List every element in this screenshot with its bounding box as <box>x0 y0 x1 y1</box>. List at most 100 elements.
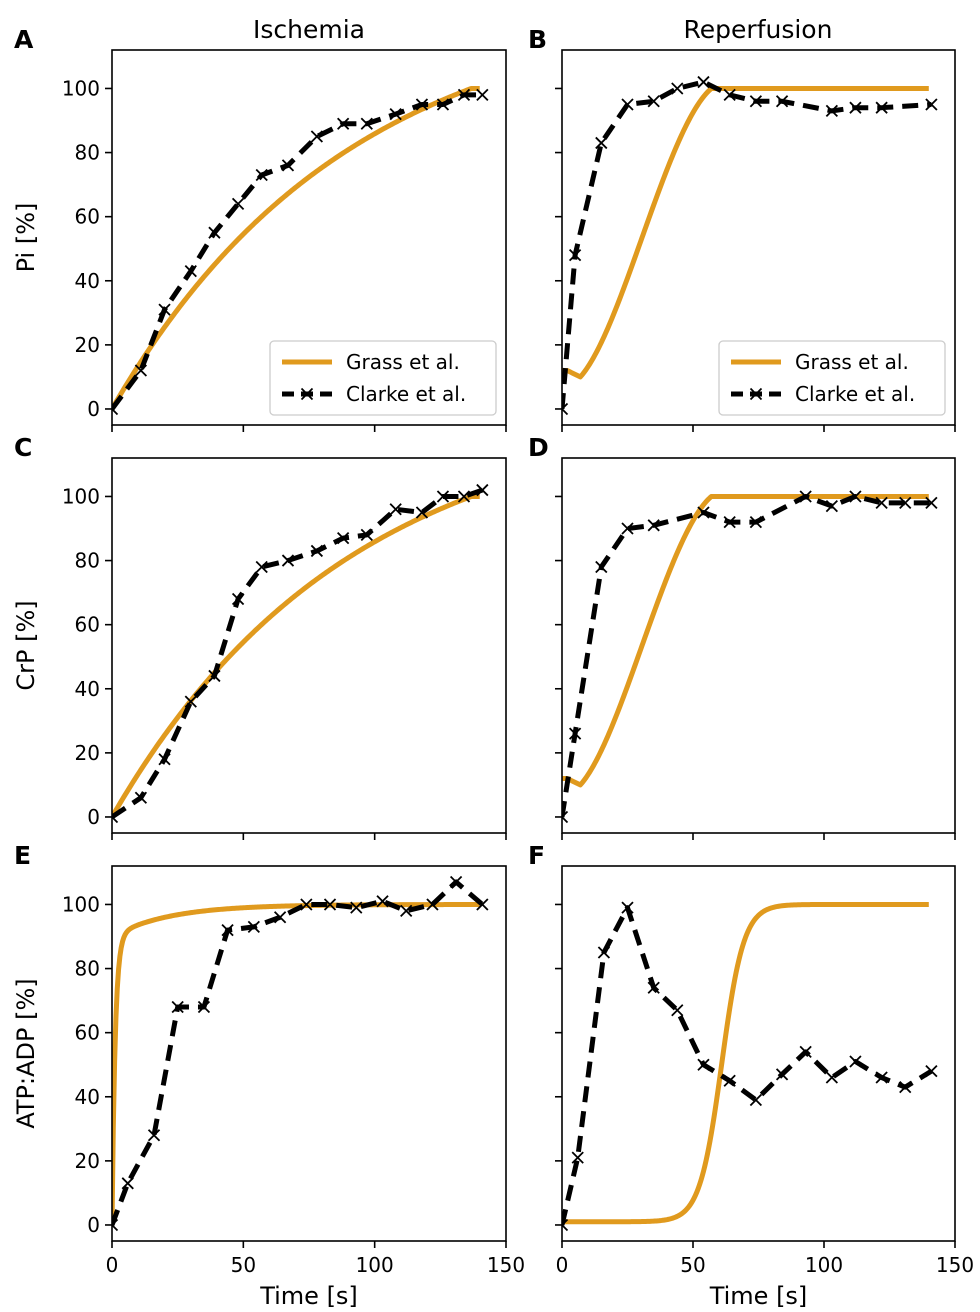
data-point-clarke <box>875 101 888 114</box>
series-line-grass <box>112 493 481 819</box>
x-tick-label: 50 <box>231 1253 256 1277</box>
series-line-clarke <box>112 92 483 411</box>
data-point-clarke <box>899 496 912 510</box>
data-point-clarke <box>621 98 634 111</box>
panel-letter-E: E <box>14 841 31 870</box>
data-point-clarke <box>723 88 736 102</box>
data-point-clarke <box>231 197 245 210</box>
data-point-clarke <box>400 904 413 918</box>
column-title-ischemia: Ischemia <box>253 15 365 44</box>
data-point-clarke <box>775 1068 789 1081</box>
data-point-clarke <box>184 695 197 708</box>
axes-frame <box>111 865 507 1242</box>
data-point-clarke <box>300 898 313 911</box>
y-tick-label: 100 <box>62 892 100 916</box>
data-point-clarke <box>247 920 260 934</box>
y-tick-label: 20 <box>75 741 100 765</box>
data-point-clarke <box>875 1071 888 1084</box>
data-point-clarke <box>697 1058 710 1071</box>
data-point-clarke <box>597 946 611 959</box>
data-point-clarke <box>849 101 862 114</box>
plot-area <box>562 490 938 824</box>
panel-A: A 0 20 40 60 80 100 Pi [%] Grass et al. Clarke et… <box>12 25 507 432</box>
data-point-clarke <box>415 506 429 519</box>
series-line-grass <box>562 493 930 788</box>
data-point-clarke <box>825 104 838 118</box>
y-tick-label: 60 <box>75 205 100 229</box>
panel-letter-A: A <box>14 25 34 54</box>
data-point-clarke <box>925 98 938 111</box>
axes-frame <box>561 865 956 1242</box>
data-point-clarke <box>281 159 295 172</box>
data-point-clarke <box>415 98 429 111</box>
data-point-clarke <box>457 88 471 102</box>
data-point-clarke <box>457 490 471 503</box>
data-point-clarke <box>749 1093 763 1107</box>
panel-letter-C: C <box>14 433 32 462</box>
data-point-clarke <box>925 496 938 510</box>
data-point-clarke <box>562 1218 569 1232</box>
data-point-clarke <box>255 168 268 182</box>
data-point-clarke <box>697 75 710 89</box>
data-point-clarke <box>360 528 373 542</box>
y-tick-label: 40 <box>75 269 100 293</box>
x-tick-label: 100 <box>805 1253 843 1277</box>
data-point-clarke <box>647 95 660 108</box>
column-title-reperfusion: Reperfusion <box>684 15 833 44</box>
x-tick-label: 150 <box>936 1253 974 1277</box>
y-tick-label: 80 <box>75 549 100 573</box>
axes-frame <box>111 457 507 834</box>
data-point-clarke <box>449 875 463 889</box>
x-tick-label: 100 <box>356 1253 394 1277</box>
axes-frame <box>111 49 507 426</box>
data-point-clarke <box>595 560 608 574</box>
data-point-clarke <box>310 130 324 143</box>
data-point-clarke <box>337 117 350 130</box>
data-point-clarke <box>158 303 171 316</box>
x-tick-label: 0 <box>106 1253 119 1277</box>
data-point-clarke <box>775 95 789 108</box>
data-point-clarke <box>799 1045 812 1059</box>
data-point-clarke <box>112 810 119 824</box>
panel-letter-D: D <box>528 433 549 462</box>
series-line-clarke <box>562 905 933 1226</box>
data-point-clarke <box>849 490 862 503</box>
y-tick-label: 60 <box>75 1021 100 1045</box>
data-point-clarke <box>436 490 450 503</box>
y-tick-label: 80 <box>75 141 100 165</box>
data-point-clarke <box>562 810 569 824</box>
data-point-clarke <box>697 506 710 519</box>
y-tick-label: 40 <box>75 677 100 701</box>
data-point-clarke <box>360 117 373 130</box>
data-point-clarke <box>476 88 489 102</box>
y-axis-label: ATP:ADP [%] <box>12 978 40 1128</box>
y-axis-label: CrP [%] <box>12 600 40 690</box>
data-point-clarke <box>571 1151 584 1164</box>
data-point-clarke <box>426 898 439 911</box>
panel-letter-F: F <box>528 841 545 870</box>
data-point-clarke <box>899 1081 912 1094</box>
panel-C: C 0 20 40 60 80 100 CrP [%] <box>12 433 507 840</box>
panel-F: F 0 50 100 150 Time [s] <box>528 841 974 1310</box>
series-line-clarke <box>562 79 932 410</box>
plot-area <box>562 901 938 1232</box>
x-axis-label: Time [s] <box>709 1282 808 1310</box>
data-point-clarke <box>849 1055 862 1068</box>
data-point-clarke <box>749 95 763 108</box>
data-point-clarke <box>231 592 245 606</box>
legend-label-grass: Grass et al. <box>795 350 909 374</box>
data-point-clarke <box>197 1000 211 1014</box>
plot-area <box>562 75 938 416</box>
data-point-clarke <box>476 898 489 911</box>
panel-E: E 0 50 100 150 0 20 40 60 80 100 ATP:ADP [%] Time [s… <box>12 841 525 1310</box>
plot-area <box>112 483 489 824</box>
data-point-clarke <box>671 1004 684 1017</box>
series-line-grass <box>562 85 930 380</box>
data-point-clarke <box>158 753 171 766</box>
data-point-clarke <box>875 496 888 510</box>
y-tick-label: 80 <box>75 957 100 981</box>
data-point-clarke <box>476 483 489 497</box>
series-line-grass <box>562 901 930 1225</box>
panel-B: B Grass et al. Clarke et al. <box>528 25 956 432</box>
y-tick-label: 60 <box>75 613 100 637</box>
